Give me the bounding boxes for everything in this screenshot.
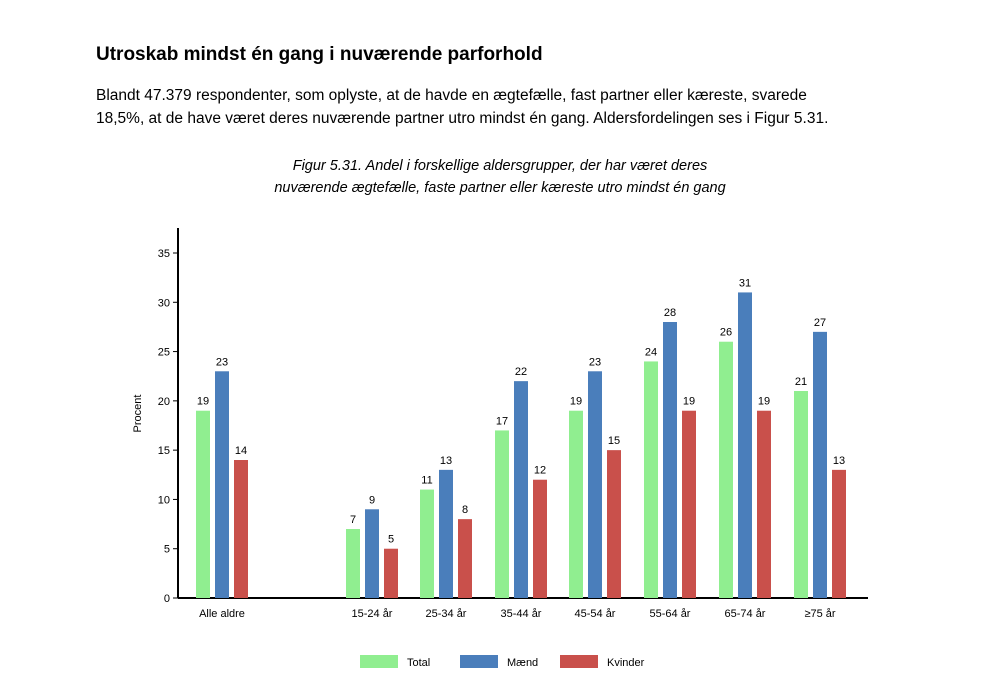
- bar-total-3: [495, 430, 509, 598]
- data-label: 28: [664, 307, 676, 319]
- x-tick-label: 35-44 år: [501, 608, 542, 620]
- bar-total-4: [569, 410, 583, 598]
- data-label: 23: [216, 356, 228, 368]
- legend-swatch: [560, 655, 598, 668]
- legend-swatch: [360, 655, 398, 668]
- bar-mænd-4: [588, 371, 602, 598]
- bar-total-7: [794, 391, 808, 598]
- y-tick-label: 30: [158, 297, 170, 309]
- bar-mænd-3: [514, 381, 528, 598]
- bar-total-0: [196, 410, 210, 598]
- data-label: 17: [496, 415, 508, 427]
- data-label: 19: [570, 396, 582, 408]
- data-label: 31: [739, 277, 751, 289]
- intro-paragraph-line-2: 18,5%, at de have været deres nuværende …: [96, 110, 829, 127]
- bar-kvinder-5: [682, 410, 696, 598]
- x-tick-label: 55-64 år: [650, 608, 691, 620]
- data-label: 22: [515, 366, 527, 378]
- data-label: 15: [608, 435, 620, 447]
- legend-label: Total: [407, 657, 430, 669]
- data-label: 5: [388, 534, 394, 546]
- bar-kvinder-4: [607, 450, 621, 598]
- bar-mænd-0: [215, 371, 229, 598]
- bar-total-1: [346, 529, 360, 598]
- data-label: 8: [462, 504, 468, 516]
- x-tick-label: 65-74 år: [725, 608, 766, 620]
- figure-caption-line-2: nuværende ægtefælle, faste partner eller…: [274, 180, 726, 196]
- bar-total-2: [420, 489, 434, 598]
- bar-kvinder-0: [234, 460, 248, 598]
- data-label: 21: [795, 376, 807, 388]
- bar-mænd-7: [813, 331, 827, 598]
- data-label: 27: [814, 317, 826, 329]
- legend-swatch: [460, 655, 498, 668]
- bar-kvinder-1: [384, 548, 398, 598]
- bar-kvinder-7: [832, 469, 846, 598]
- data-label: 19: [758, 396, 770, 408]
- y-tick-label: 0: [164, 593, 170, 605]
- y-axis-label: Procent: [132, 395, 144, 433]
- data-label: 12: [534, 465, 546, 477]
- data-label: 13: [833, 455, 845, 467]
- intro-paragraph: Blandt 47.379 respondenter, som oplyste,…: [96, 84, 916, 130]
- x-tick-label: 25-34 år: [426, 608, 467, 620]
- legend-label: Mænd: [507, 657, 538, 669]
- data-label: 24: [645, 346, 657, 358]
- data-label: 23: [589, 356, 601, 368]
- data-label: 14: [235, 445, 247, 457]
- bar-kvinder-6: [757, 410, 771, 598]
- y-tick-label: 15: [158, 445, 170, 457]
- bar-mænd-5: [663, 322, 677, 598]
- bar-mænd-6: [738, 292, 752, 598]
- intro-paragraph-line-1: Blandt 47.379 respondenter, som oplyste,…: [96, 87, 807, 104]
- data-label: 13: [440, 455, 452, 467]
- data-label: 19: [197, 396, 209, 408]
- bar-total-5: [644, 361, 658, 598]
- bar-kvinder-2: [458, 519, 472, 598]
- legend-label: Kvinder: [607, 657, 645, 669]
- bar-total-6: [719, 341, 733, 598]
- section-heading: Utroskab mindst én gang i nuværende parf…: [96, 44, 543, 65]
- x-tick-label: ≥75 år: [804, 608, 835, 620]
- figure-caption-line-1: Figur 5.31. Andel i forskellige aldersgr…: [292, 158, 708, 174]
- data-label: 9: [369, 494, 375, 506]
- y-tick-label: 25: [158, 347, 170, 359]
- x-tick-label: 15-24 år: [352, 608, 393, 620]
- y-tick-label: 5: [164, 544, 170, 556]
- data-label: 7: [350, 514, 356, 526]
- bar-kvinder-3: [533, 479, 547, 598]
- data-label: 26: [720, 327, 732, 339]
- bar-mænd-1: [365, 509, 379, 598]
- y-tick-label: 10: [158, 494, 170, 506]
- data-label: 11: [421, 475, 432, 487]
- y-tick-label: 35: [158, 248, 170, 260]
- data-label: 19: [683, 396, 695, 408]
- bar-mænd-2: [439, 469, 453, 598]
- x-tick-label: Alle aldre: [199, 608, 245, 620]
- x-tick-label: 45-54 år: [575, 608, 616, 620]
- y-tick-label: 20: [158, 396, 170, 408]
